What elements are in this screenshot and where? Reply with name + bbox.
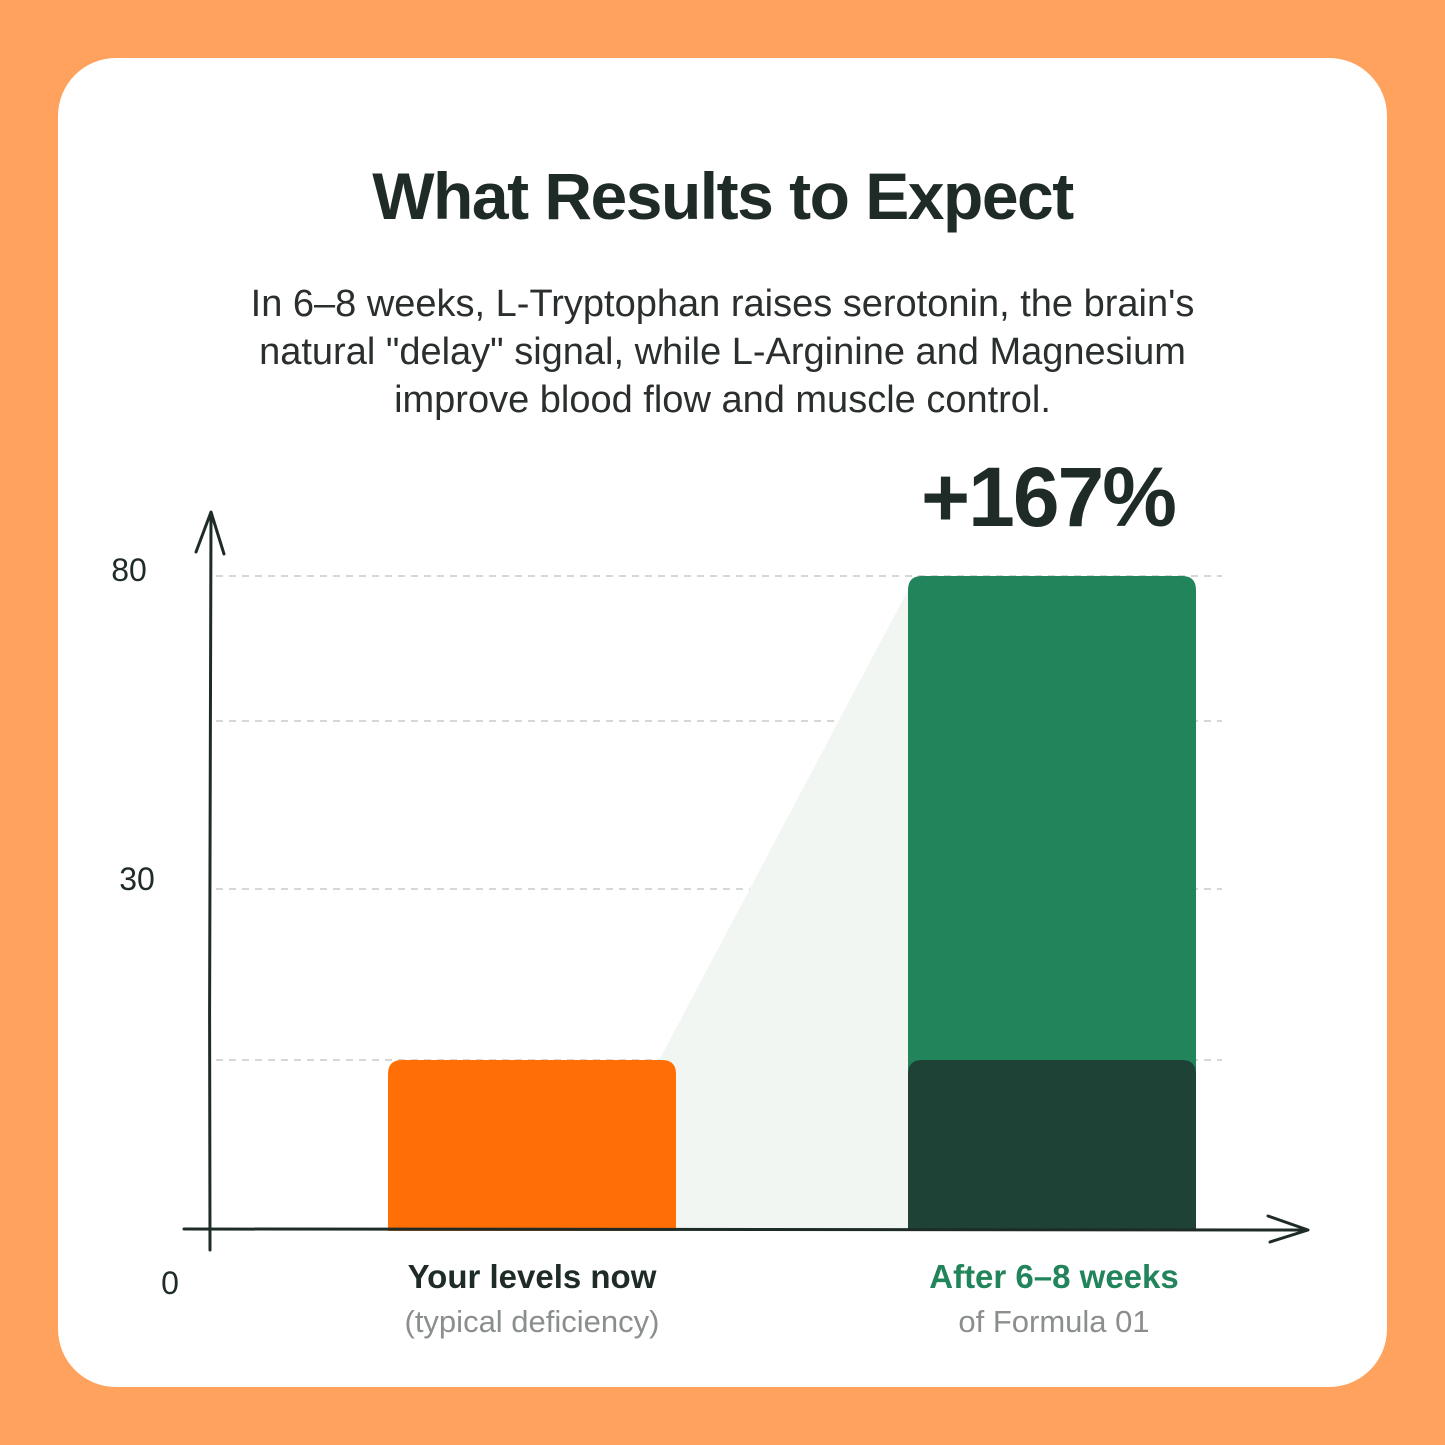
x-axis — [182, 1227, 1309, 1234]
x-axis-arrowhead — [1266, 1214, 1310, 1244]
page-title: What Results to Expect — [372, 159, 1074, 233]
category-label: After 6–8 weeks — [929, 1258, 1178, 1295]
y-tick-label: 80 — [111, 552, 147, 588]
growth-connector — [656, 590, 908, 1229]
category-label: Your levels now — [408, 1258, 657, 1295]
bars — [388, 576, 1196, 1231]
growth-annotation: +167% — [921, 450, 1175, 544]
y-tick-labels: 0 30 80 — [111, 552, 179, 1301]
bar-current-levels — [388, 1060, 676, 1231]
y-tick-label: 0 — [161, 1265, 179, 1301]
bar-after-baseline-segment — [908, 1060, 1196, 1231]
category-labels: Your levels now (typical deficiency) After… — [405, 1258, 1179, 1339]
category-sublabel: of Formula 01 — [958, 1304, 1149, 1339]
y-axis — [208, 512, 213, 1252]
y-tick-label: 30 — [119, 861, 155, 897]
category-sublabel: (typical deficiency) — [405, 1304, 660, 1339]
y-axis-arrowhead — [194, 510, 226, 556]
page-subtitle: In 6–8 weeks, L-Tryptophan raises seroto… — [250, 283, 1195, 421]
